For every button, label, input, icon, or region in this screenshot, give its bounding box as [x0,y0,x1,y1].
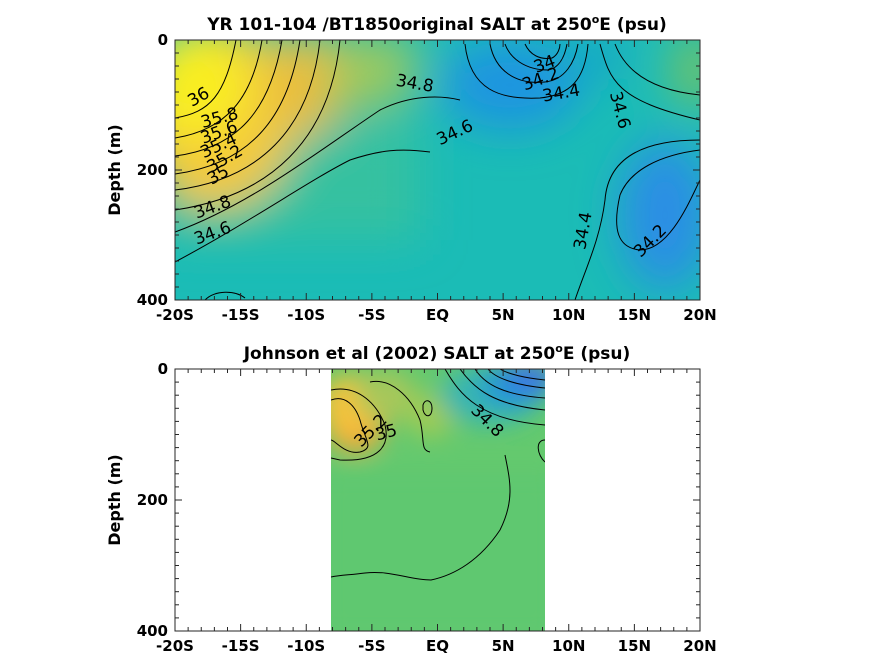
x-tick-label: EQ [426,306,449,324]
x-tick-label: -10S [287,637,325,655]
x-tick-label: 20N [683,637,716,655]
top-x-ticks: -20S -15S -10S -5S EQ 5N 10N 15N 20N [156,40,717,324]
x-tick-label: 5N [492,306,515,324]
top-y-ticks: 0 200 400 [137,31,700,309]
bottom-heatmap [331,369,545,631]
x-tick-label: 10N [552,637,585,655]
x-tick-label: 15N [618,306,651,324]
y-tick-label: 200 [137,161,168,179]
y-tick-label: 400 [137,622,168,640]
x-tick-label: -5S [358,637,385,655]
x-tick-label: 20N [683,306,716,324]
y-tick-label: 0 [158,360,168,378]
top-contour-lines [175,40,700,300]
x-tick-label: 15N [618,637,651,655]
bottom-chart-title: Johnson et al (2002) SALT at 250oE (psu) [243,342,631,364]
x-tick-label: EQ [426,637,449,655]
y-tick-label: 400 [137,291,168,309]
x-tick-label: -20S [156,306,194,324]
x-tick-label: -15S [222,306,260,324]
y-tick-label: 200 [137,491,168,509]
x-tick-label: -10S [287,306,325,324]
top-chart-title: YR 101-104 /BT1850original SALT at 250oE… [206,13,667,35]
x-tick-label: 5N [492,637,515,655]
y-tick-label: 0 [158,31,168,49]
x-tick-label: 10N [552,306,585,324]
bottom-y-axis-label: Depth (m) [105,454,124,546]
bottom-y-ticks: 0 200 400 [137,360,700,640]
x-tick-label: -15S [222,637,260,655]
top-y-axis-label: Depth (m) [105,124,124,216]
bottom-x-ticks: -20S -15S -10S -5S EQ 5N 10N 15N 20N [156,369,717,655]
x-tick-label: -20S [156,637,194,655]
x-tick-label: -5S [358,306,385,324]
